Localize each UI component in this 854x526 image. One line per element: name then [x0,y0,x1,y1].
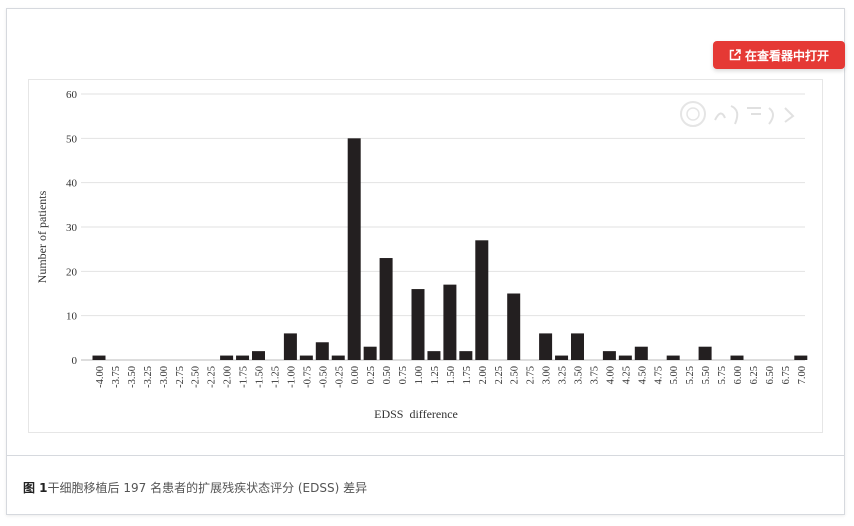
bar [92,355,106,360]
bar [634,346,648,360]
x-tick-label: 6.00 [733,366,744,384]
y-axis-label: Number of patients [35,190,49,283]
bar [427,351,441,360]
x-tick-label: -2.25 [207,366,218,388]
x-tick-label: 2.00 [478,366,489,384]
bar [220,355,234,360]
y-tick-label: 20 [66,266,78,278]
y-tick-label: 50 [66,133,78,145]
y-tick-label: 60 [66,89,78,101]
x-tick-label: 4.25 [621,366,632,384]
x-tick-label: 7.00 [797,366,808,384]
bar [315,342,329,360]
y-tick-label: 40 [66,178,78,190]
y-tick-label: 30 [66,222,78,234]
x-tick-label: -3.00 [159,366,170,388]
bar [507,293,521,360]
x-axis-label: EDSS difference [374,407,458,421]
x-tick-label: 5.00 [669,366,680,384]
x-tick-label: 2.75 [526,366,537,384]
bar [252,351,265,360]
chart-image: 0 10 20 30 40 50 60 -4.00 -3.75 -3.50 -3.25 -3.00-… [28,79,823,433]
x-tick-label: 3.50 [574,366,585,384]
x-tick-label: -0.50 [318,366,329,388]
figure-caption: 图 1干细胞移植后 197 名患者的扩展残疾状态评分 (EDSS) 差异 [23,479,367,496]
x-tick-label: 0.25 [366,366,377,384]
x-tick-label: -1.50 [255,366,266,388]
bar [363,346,377,360]
x-tick-label: 2.25 [494,366,505,384]
bar [602,351,616,360]
bar [618,355,632,360]
y-tick-label: 0 [72,355,78,367]
x-tick-label: -0.75 [302,366,313,388]
x-tick-label: 4.00 [605,366,616,384]
bar [666,355,680,360]
x-tick-label: -1.25 [270,366,281,388]
y-tick-label: 10 [66,311,78,323]
x-tick-label: -2.50 [191,366,202,388]
bar [459,351,473,360]
x-tick-label: 3.75 [589,366,600,384]
bar [331,355,345,360]
bar [539,333,553,360]
x-tick-label: 5.75 [717,366,728,384]
x-tick-label: 4.75 [653,366,664,384]
bar [555,355,569,360]
x-tick-label: -1.00 [286,366,297,388]
bar [283,333,297,360]
bar [379,258,393,360]
x-tick-label: 0.75 [398,366,409,384]
x-tick-label: 3.25 [558,366,569,384]
bar [443,284,457,360]
caption-divider [7,455,844,456]
bar [299,355,313,360]
x-tick-label: 1.25 [430,366,441,384]
x-tick-label: 1.75 [462,366,473,384]
bar [571,333,584,360]
open-in-viewer-label: 在查看器中打开 [744,48,829,63]
x-tick-label: 2.50 [510,366,521,384]
x-tick-label: 1.50 [446,366,457,384]
x-tick-label: 5.50 [701,366,712,384]
bar [698,346,712,360]
x-tick-label: 1.00 [414,366,425,384]
bar [730,355,744,360]
bar [411,289,425,360]
x-tick-label: -3.25 [143,366,154,388]
figure-card: 图 1干细胞移植后 197 名患者的扩展残疾状态评分 (EDSS) 差异 [6,8,845,515]
external-link-icon [729,49,741,61]
x-tick-label: -1.75 [239,366,250,388]
bar [475,240,489,360]
x-tick-label: -3.75 [111,366,122,388]
bar [794,355,808,360]
x-tick-label: 0.00 [350,366,361,384]
bar [347,138,361,360]
caption-prefix: 图 1 [23,481,48,495]
x-tick-label: -0.25 [334,366,345,388]
x-tick-label: 6.75 [781,366,792,384]
x-tick-label: 0.50 [382,366,393,384]
x-tick-label: -2.00 [223,366,234,388]
x-tick-label: 6.50 [765,366,776,384]
open-in-viewer-button[interactable]: 在查看器中打开 [713,41,845,69]
x-tick-label: 5.25 [685,366,696,384]
watermark-logo [680,101,795,127]
x-tick-label: -3.50 [127,366,138,388]
caption-text: 干细胞移植后 197 名患者的扩展残疾状态评分 (EDSS) 差异 [47,481,368,495]
x-tick-label: 6.25 [749,366,760,384]
x-tick-label: 4.50 [637,366,648,384]
x-tick-label: 3.00 [542,366,553,384]
x-tick-label: -4.00 [95,366,106,388]
bar [236,355,250,360]
x-tick-label: -2.75 [175,366,186,388]
